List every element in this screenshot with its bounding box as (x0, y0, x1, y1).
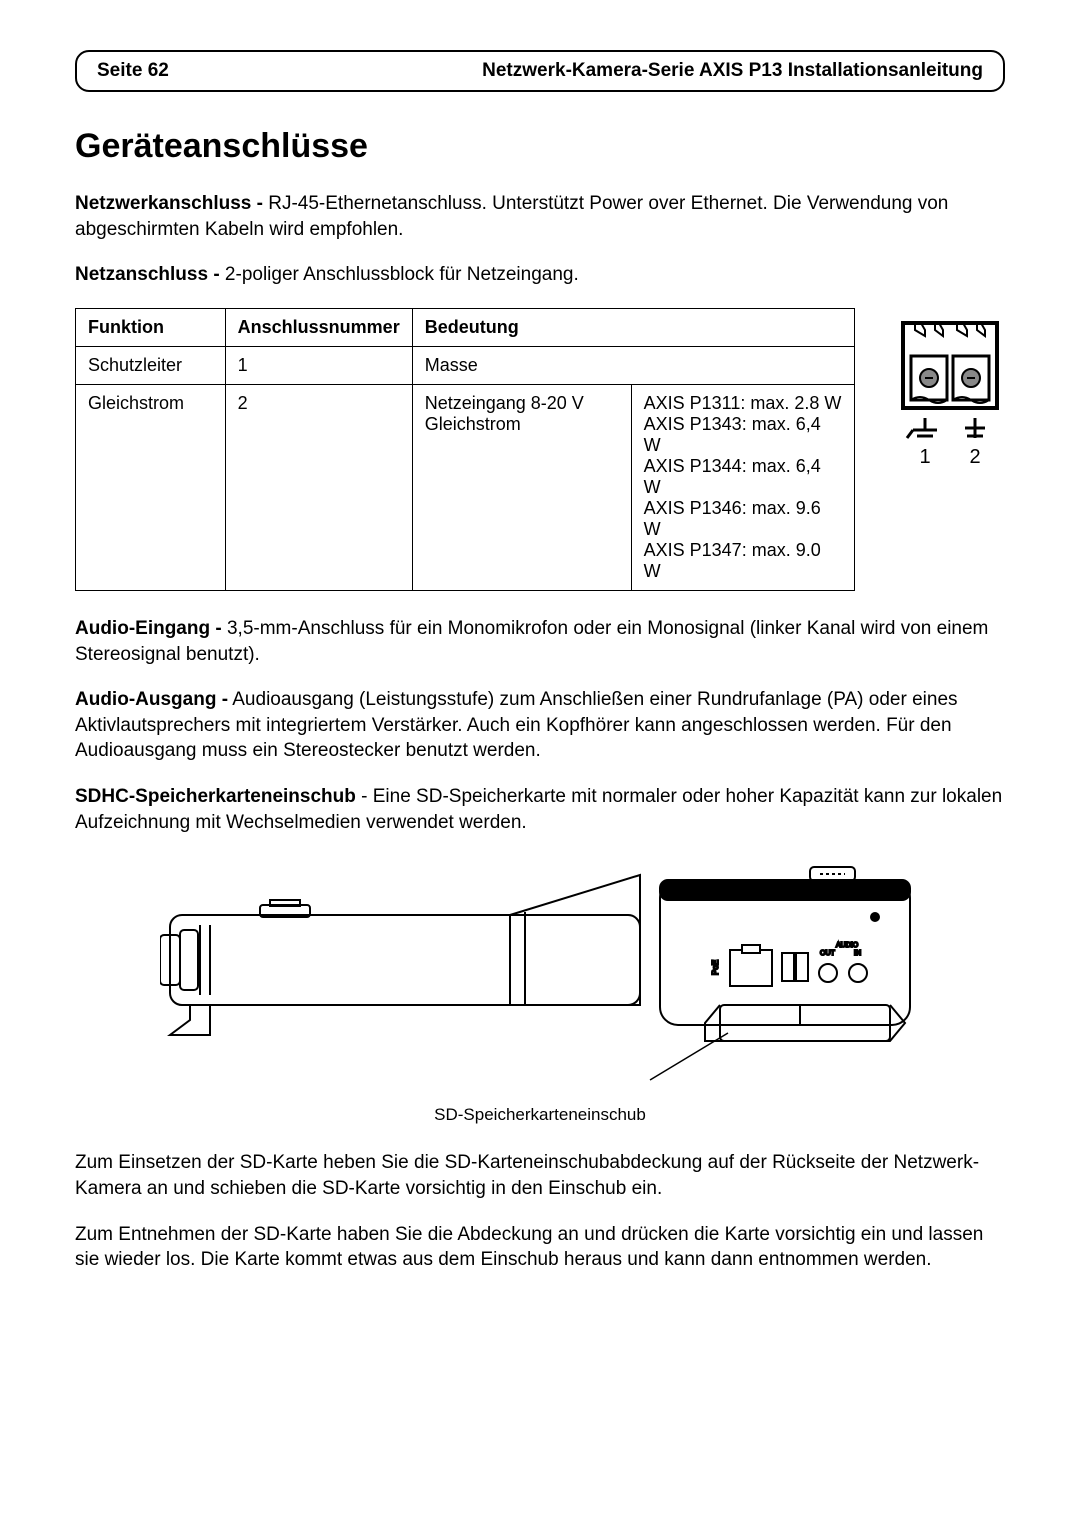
th-bedeutung: Bedeutung (412, 308, 854, 346)
connector-diagram: 1 2 (895, 318, 1005, 473)
text-netzanschluss: 2-poliger Anschlussblock für Netzeingang… (220, 264, 579, 285)
svg-text:IN: IN (854, 950, 861, 957)
diagram-caption: SD-Speicherkarteneinschub (75, 1105, 1005, 1125)
paragraph-netzwerkanschluss: Netzwerkanschluss - RJ-45-Ethernetanschl… (75, 191, 1005, 242)
label-netzwerkanschluss: Netzwerkanschluss - (75, 193, 263, 214)
paragraph-netzanschluss: Netzanschluss - 2-poliger Anschlussblock… (75, 262, 1005, 288)
th-anschlussnummer: Anschlussnummer (225, 308, 412, 346)
td-r2-num: 2 (225, 384, 412, 590)
paragraph-audio-eingang: Audio-Eingang - 3,5-mm-Anschluss für ein… (75, 616, 1005, 667)
paragraph-audio-ausgang: Audio-Ausgang - Audioausgang (Leistungss… (75, 687, 1005, 764)
td-r2-bed-a: Netzeingang 8-20 V Gleichstrom (412, 384, 631, 590)
label-netzanschluss: Netzanschluss - (75, 264, 220, 285)
connector-label-1: 1 (919, 446, 930, 468)
td-r2-funktion: Gleichstrom (76, 384, 226, 590)
paragraph-remove-sd: Zum Entnehmen der SD-Karte haben Sie die… (75, 1222, 1005, 1273)
paragraph-insert-sd: Zum Einsetzen der SD-Karte heben Sie die… (75, 1150, 1005, 1201)
connector-label-2: 2 (969, 446, 980, 468)
svg-text:AUDIO: AUDIO (836, 942, 859, 949)
power-table: Funktion Anschlussnummer Bedeutung Schut… (75, 308, 855, 591)
page-title: Geräteanschlüsse (75, 127, 1005, 166)
label-audio-eingang: Audio-Eingang - (75, 618, 222, 639)
td-r2-bed-b: AXIS P1311: max. 2.8 W AXIS P1343: max. … (631, 384, 854, 590)
page-number: Seite 62 (97, 60, 169, 82)
doc-title: Netzwerk-Kamera-Serie AXIS P13 Installat… (482, 60, 983, 82)
paragraph-sdhc: SDHC-Speicherkarteneinschub - Eine SD-Sp… (75, 784, 1005, 835)
td-r1-funktion: Schutzleiter (76, 346, 226, 384)
svg-text:PoE: PoE (711, 960, 720, 975)
camera-diagram: PoE OUT AUDIO IN SD-Speicher (75, 855, 1005, 1125)
svg-text:OUT: OUT (820, 950, 836, 957)
th-funktion: Funktion (76, 308, 226, 346)
label-audio-ausgang: Audio-Ausgang - (75, 689, 228, 710)
td-r1-num: 1 (225, 346, 412, 384)
td-r1-bed: Masse (412, 346, 854, 384)
label-sdhc: SDHC-Speicherkarteneinschub (75, 786, 356, 807)
page-header: Seite 62 Netzwerk-Kamera-Serie AXIS P13 … (75, 50, 1005, 92)
